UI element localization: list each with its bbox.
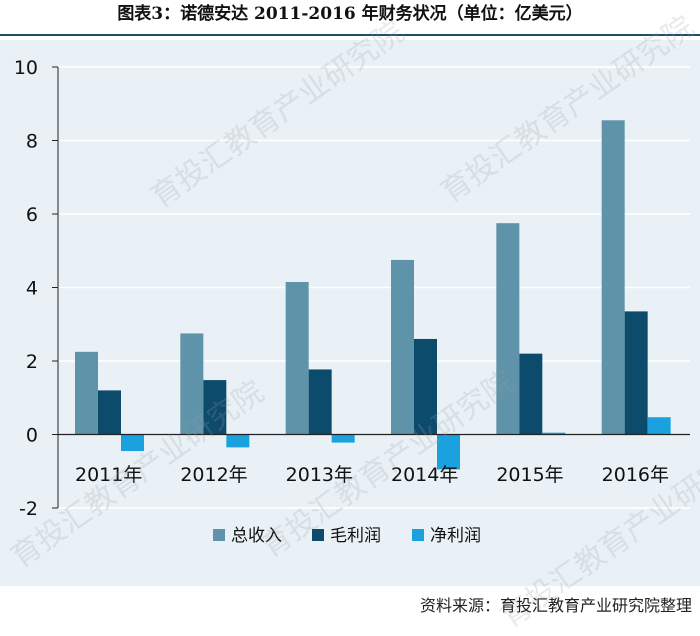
y-tick-label: 6 xyxy=(26,204,38,226)
source-note: 资料来源：育投汇教育产业研究院整理 xyxy=(419,596,692,615)
bar xyxy=(496,223,520,435)
bar xyxy=(285,281,309,435)
y-tick-label: 8 xyxy=(26,131,38,153)
y-tick-label: 2 xyxy=(26,351,38,373)
bar xyxy=(624,311,648,435)
legend-swatch xyxy=(412,529,424,541)
legend-swatch xyxy=(213,529,225,541)
y-tick-label: 10 xyxy=(14,57,38,79)
title-divider xyxy=(0,34,700,36)
y-tick-label: 4 xyxy=(26,278,38,300)
bar xyxy=(75,351,98,435)
x-tick-label: 2012年 xyxy=(180,464,247,486)
bar xyxy=(519,353,543,435)
legend-label: 毛利润 xyxy=(330,526,381,546)
chart-panel xyxy=(0,40,700,586)
bar xyxy=(121,434,144,452)
y-tick-label: -2 xyxy=(19,498,38,520)
x-tick-label: 2015年 xyxy=(496,464,563,486)
bar-chart: 10 8 6 4 2 0 -2 2011年 2012年 2013年 2014年 2015年 2016年总… xyxy=(14,57,690,546)
bar xyxy=(226,434,250,448)
bar xyxy=(391,259,414,435)
bar xyxy=(308,369,332,435)
x-tick-label: 2014年 xyxy=(391,464,458,486)
x-tick-label: 2016年 xyxy=(602,464,669,486)
x-tick-label: 2013年 xyxy=(286,464,353,486)
bar xyxy=(601,120,625,435)
bar xyxy=(542,432,566,435)
bar xyxy=(331,434,355,443)
bar xyxy=(414,338,437,435)
bar xyxy=(98,390,121,435)
y-tick-label: 0 xyxy=(26,425,38,447)
legend-swatch xyxy=(312,529,324,541)
chart-title: 图表3：诺德安达 2011-2016 年财务状况（单位：亿美元） xyxy=(117,4,583,24)
bar xyxy=(437,434,460,470)
x-tick-label: 2011年 xyxy=(75,464,142,486)
bar xyxy=(203,380,227,435)
bar xyxy=(180,333,204,435)
legend-label: 总收入 xyxy=(231,526,282,546)
legend-label: 净利润 xyxy=(430,526,481,546)
bar xyxy=(647,417,671,435)
